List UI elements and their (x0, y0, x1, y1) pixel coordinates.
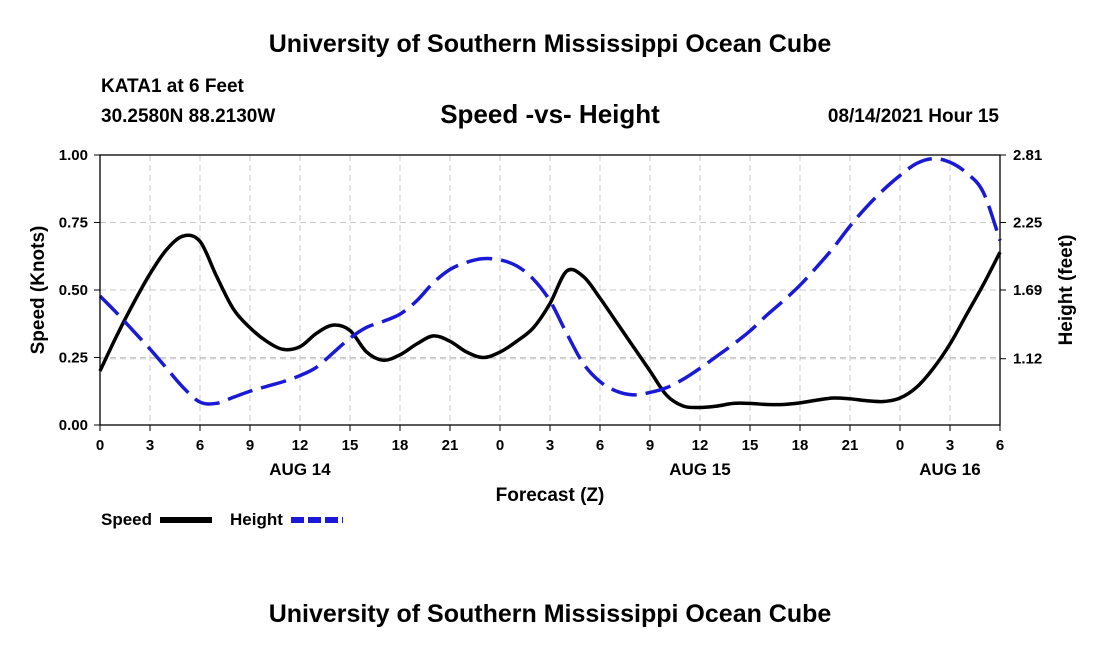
x-tick-label: 3 (546, 437, 554, 454)
chart-title-bottom: University of Southern Mississippi Ocean… (268, 600, 832, 628)
legend: Speed Height (101, 510, 343, 529)
date-label: AUG 15 (669, 460, 730, 479)
y-tick-label-left: 0.75 (59, 215, 88, 232)
series-line-height (98, 156, 1002, 406)
series-lines (98, 156, 1002, 410)
y-tick-label-left: 1.00 (59, 147, 88, 164)
x-tick-label: 6 (196, 437, 204, 454)
forecast-datetime: 08/14/2021 Hour 15 (827, 106, 999, 127)
axis-ticks: 0 3 6 9 12 15 18 21 0 3 6 9 12 15 18 21 0 3 6 AUG 14 AUG 15 A… (59, 147, 1042, 479)
y-tick-label-left: 0.00 (59, 417, 88, 434)
chart-subtitle: Speed -vs- Height (440, 99, 660, 129)
x-tick-label: 18 (392, 437, 409, 454)
y-tick-label-left: 0.25 (59, 350, 88, 367)
chart-title-top: University of Southern Mississippi Ocean… (268, 30, 832, 58)
x-tick-label: 0 (896, 437, 904, 454)
series-line-speed (98, 233, 1002, 410)
x-axis-label: Forecast (Z) (496, 485, 605, 506)
date-label: AUG 16 (919, 460, 980, 479)
station-name: KATA1 at 6 Feet (101, 76, 244, 97)
x-tick-label: 9 (246, 437, 254, 454)
grid-lines (100, 154, 1000, 425)
x-tick-label: 0 (96, 437, 104, 454)
x-tick-label: 3 (146, 437, 154, 454)
x-tick-label: 6 (596, 437, 604, 454)
y-tick-label-left: 0.50 (59, 282, 88, 299)
x-tick-label: 9 (646, 437, 654, 454)
x-tick-label: 21 (842, 437, 859, 454)
legend-label-height: Height (230, 510, 283, 529)
y-tick-label-right: 2.25 (1013, 215, 1042, 232)
x-tick-label: 12 (292, 437, 309, 454)
y-tick-label-right: 2.81 (1013, 147, 1042, 164)
x-tick-label: 15 (742, 437, 759, 454)
x-tick-label: 12 (692, 437, 709, 454)
x-tick-label: 21 (442, 437, 459, 454)
x-tick-label: 0 (496, 437, 504, 454)
y-tick-label-right: 1.69 (1013, 282, 1042, 299)
date-label: AUG 14 (269, 460, 331, 479)
y-tick-label-right: 1.12 (1013, 351, 1042, 368)
x-tick-label: 6 (996, 437, 1004, 454)
x-tick-label: 15 (342, 437, 359, 454)
y-axis-label-left: Speed (Knots) (28, 226, 49, 355)
legend-label-speed: Speed (101, 510, 152, 529)
station-coords: 30.2580N 88.2130W (101, 106, 276, 127)
y-axis-label-right: Height (feet) (1056, 235, 1077, 346)
x-tick-label: 18 (792, 437, 809, 454)
x-tick-label: 3 (946, 437, 954, 454)
